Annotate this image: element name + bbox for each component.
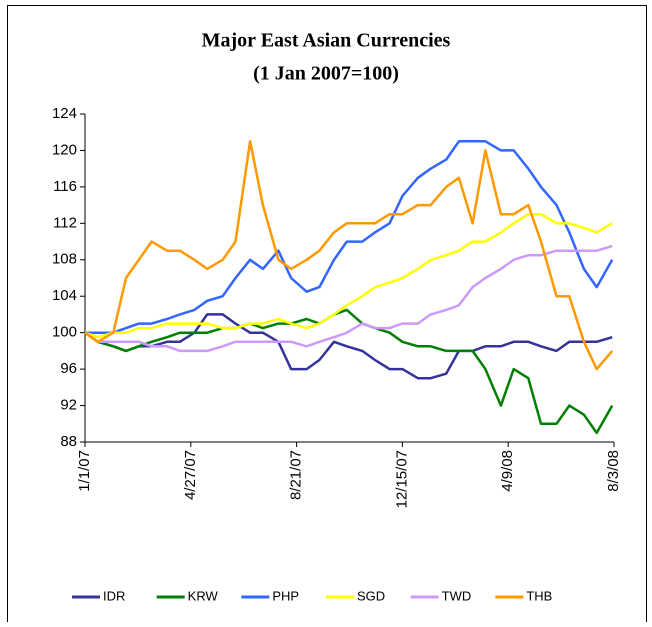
legend-label: THB (526, 588, 552, 603)
y-tick-label: 100 (52, 324, 77, 341)
legend-label: PHP (272, 588, 299, 603)
x-tick-label: 1/1/07 (76, 450, 93, 492)
legend-label: KRW (188, 588, 219, 603)
series-line (84, 244, 613, 353)
y-tick-label: 124 (52, 105, 77, 122)
y-tick-label: 120 (52, 141, 77, 158)
series-line (85, 140, 614, 334)
chart-border (7, 5, 647, 626)
x-tick-label: 8/3/08 (605, 450, 622, 492)
series-line (84, 212, 613, 339)
x-tick-label: 12/15/07 (393, 450, 410, 508)
y-tick-label: 92 (60, 397, 77, 414)
chart-subtitle: (1 Jan 2007=100) (253, 63, 399, 85)
legend-label: TWD (442, 588, 472, 603)
legend-label: IDR (103, 588, 125, 603)
y-tick-label: 88 (60, 433, 77, 450)
x-tick-label: 4/9/08 (499, 450, 516, 492)
y-tick-label: 104 (52, 287, 77, 304)
series-line (84, 313, 613, 380)
legend-label: SGD (357, 588, 385, 603)
series-line (84, 308, 614, 435)
series-line (84, 140, 614, 371)
y-tick-label: 116 (53, 178, 77, 195)
y-tick-label: 96 (60, 360, 77, 377)
y-tick-label: 108 (52, 251, 77, 268)
y-tick-label: 112 (53, 214, 77, 231)
x-tick-label: 4/27/07 (182, 450, 199, 500)
x-tick-label: 8/21/07 (288, 450, 305, 500)
chart-title: Major East Asian Currencies (202, 30, 451, 52)
